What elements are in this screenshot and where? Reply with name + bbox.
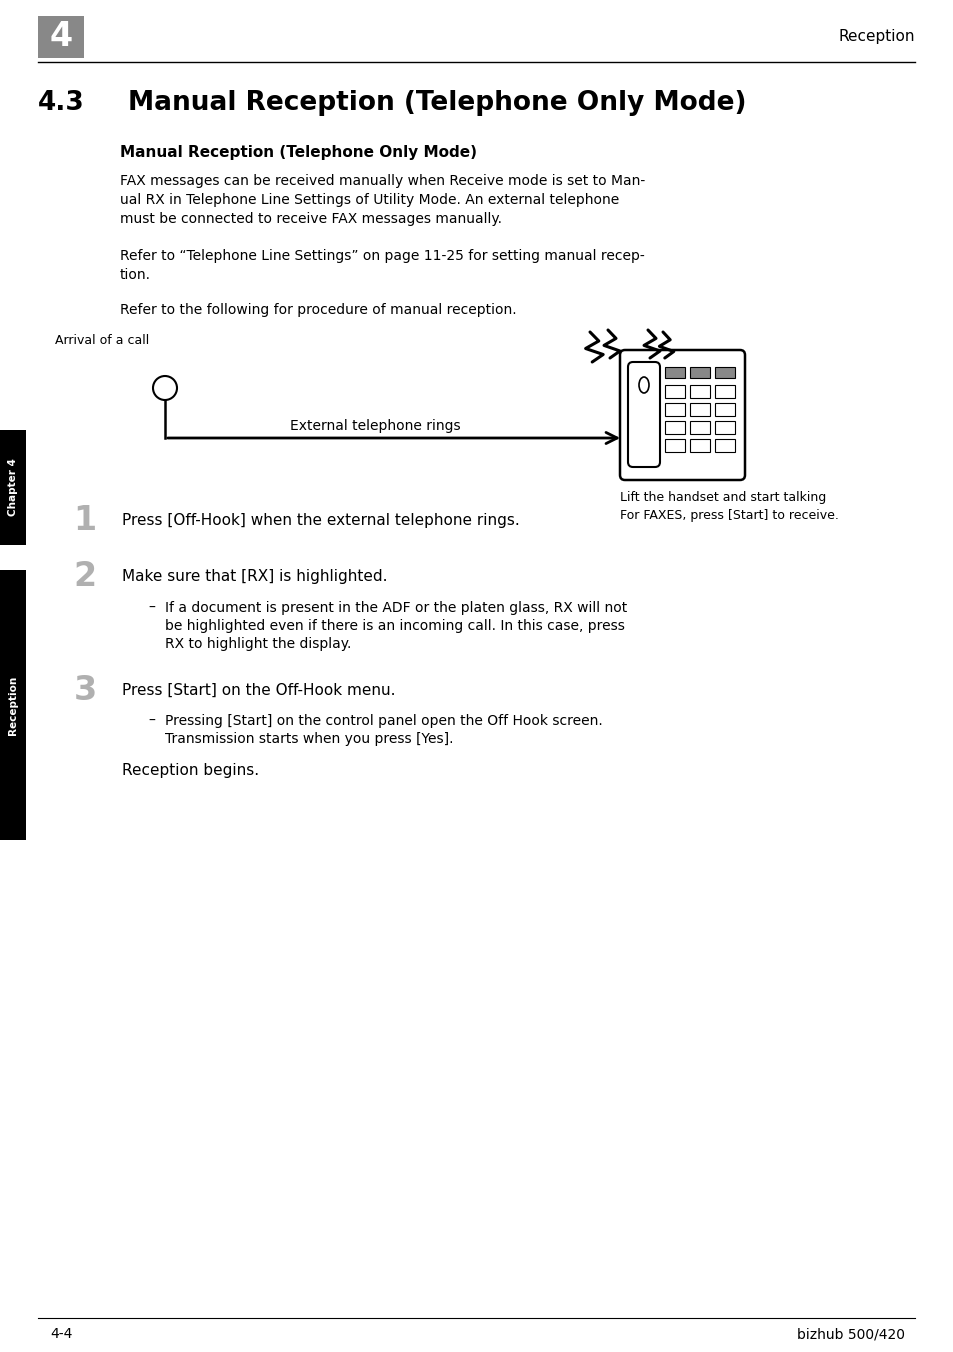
Text: Refer to the following for procedure of manual reception.: Refer to the following for procedure of … <box>120 303 517 316</box>
Text: If a document is present in the ADF or the platen glass, RX will not: If a document is present in the ADF or t… <box>165 602 626 615</box>
Text: Lift the handset and start talking: Lift the handset and start talking <box>619 491 825 503</box>
Bar <box>38 16 84 58</box>
Text: Press [Off-Hook] when the external telephone rings.: Press [Off-Hook] when the external telep… <box>122 512 519 527</box>
Bar <box>689 420 709 434</box>
Bar <box>714 403 734 416</box>
Bar <box>664 366 684 379</box>
Text: RX to highlight the display.: RX to highlight the display. <box>165 637 351 652</box>
Text: Chapter 4: Chapter 4 <box>8 458 18 516</box>
Text: –: – <box>148 602 154 615</box>
Bar <box>664 403 684 416</box>
Text: Reception begins.: Reception begins. <box>122 764 259 779</box>
Text: bizhub 500/420: bizhub 500/420 <box>796 1328 904 1341</box>
Bar <box>0 430 26 545</box>
Text: Manual Reception (Telephone Only Mode): Manual Reception (Telephone Only Mode) <box>120 146 476 161</box>
Text: Refer to “Telephone Line Settings” on page 11-25 for setting manual recep-: Refer to “Telephone Line Settings” on pa… <box>120 249 644 264</box>
Bar <box>664 420 684 434</box>
Bar <box>714 420 734 434</box>
FancyBboxPatch shape <box>627 362 659 466</box>
Ellipse shape <box>639 377 648 393</box>
Text: 1: 1 <box>73 503 96 537</box>
Text: be highlighted even if there is an incoming call. In this case, press: be highlighted even if there is an incom… <box>165 619 624 633</box>
Bar <box>664 385 684 397</box>
Bar <box>714 385 734 397</box>
Text: Press [Start] on the Off-Hook menu.: Press [Start] on the Off-Hook menu. <box>122 683 395 698</box>
Bar <box>689 403 709 416</box>
Text: Arrival of a call: Arrival of a call <box>55 334 149 346</box>
Text: 4.3: 4.3 <box>38 91 85 116</box>
Text: 2: 2 <box>73 561 96 594</box>
Bar <box>714 366 734 379</box>
Text: 4: 4 <box>50 20 72 54</box>
Bar <box>689 366 709 379</box>
Text: 4-4: 4-4 <box>50 1328 72 1341</box>
Text: For FAXES, press [Start] to receive.: For FAXES, press [Start] to receive. <box>619 508 838 522</box>
Text: Make sure that [RX] is highlighted.: Make sure that [RX] is highlighted. <box>122 569 387 584</box>
Text: Pressing [Start] on the control panel open the Off Hook screen.: Pressing [Start] on the control panel op… <box>165 714 602 727</box>
FancyBboxPatch shape <box>619 350 744 480</box>
Text: Reception: Reception <box>8 676 18 734</box>
Text: 3: 3 <box>73 673 96 707</box>
Text: Manual Reception (Telephone Only Mode): Manual Reception (Telephone Only Mode) <box>128 91 745 116</box>
Text: Reception: Reception <box>838 30 914 45</box>
Bar <box>689 385 709 397</box>
Text: must be connected to receive FAX messages manually.: must be connected to receive FAX message… <box>120 212 501 226</box>
Text: FAX messages can be received manually when Receive mode is set to Man-: FAX messages can be received manually wh… <box>120 174 644 188</box>
Text: –: – <box>148 714 154 727</box>
Text: ual RX in Telephone Line Settings of Utility Mode. An external telephone: ual RX in Telephone Line Settings of Uti… <box>120 193 618 207</box>
Bar <box>0 571 26 840</box>
Text: External telephone rings: External telephone rings <box>290 419 460 433</box>
Bar <box>689 439 709 452</box>
Text: Transmission starts when you press [Yes].: Transmission starts when you press [Yes]… <box>165 731 453 746</box>
Bar <box>714 439 734 452</box>
Text: tion.: tion. <box>120 268 151 283</box>
Bar <box>664 439 684 452</box>
